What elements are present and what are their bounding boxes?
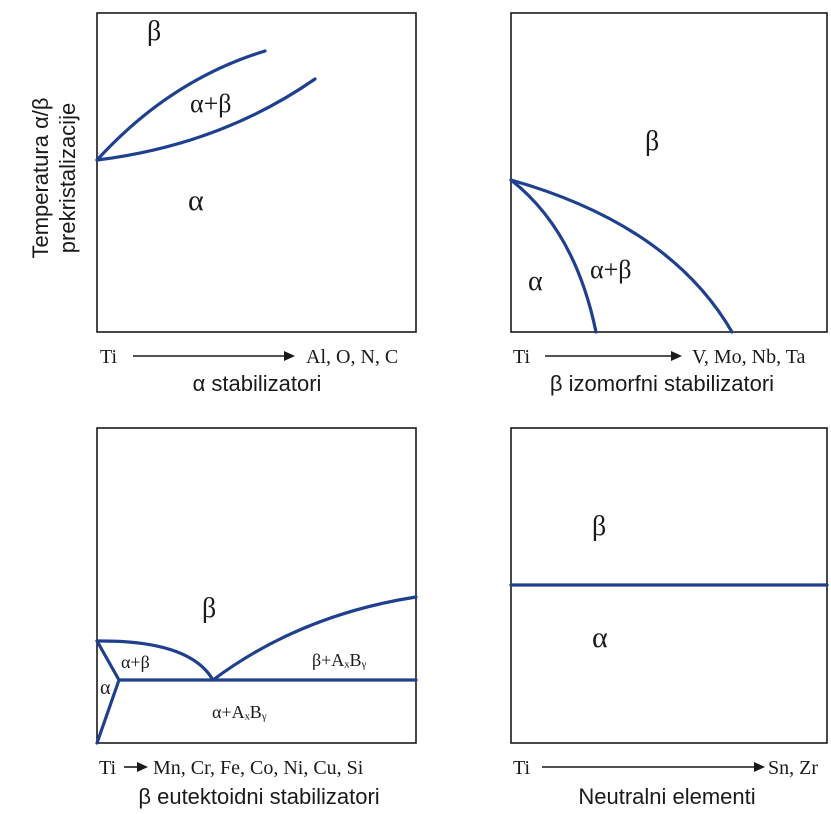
phase-label-beta: β (645, 126, 659, 157)
phase-label-beta-compound: β+AₓBᵧ (312, 650, 367, 671)
x-axis-start: Ti (100, 346, 118, 368)
phase-label-alpha-compound: α+AₓBᵧ (212, 702, 267, 723)
phase-label-alpha: α (188, 184, 204, 217)
phase-label-alpha-beta: α+β (121, 652, 150, 672)
beta-transus-curve (95, 49, 267, 162)
phase-label-beta: β (202, 593, 216, 624)
panel-caption: α stabilizatori (193, 371, 322, 396)
panel-caption: β izomorfni stabilizatori (550, 371, 774, 396)
panel-beta-eutectoid-stabilizers: β α+β α β+AₓBᵧ α+AₓBᵧ Ti Mn, Cr, Fe, Co,… (95, 427, 418, 809)
x-axis-end: Sn, Zr (768, 757, 818, 779)
panel-frame (96, 427, 417, 744)
arrow-head-icon (671, 351, 682, 361)
x-axis-end: V, Mo, Nb, Ta (692, 346, 806, 368)
x-axis-start: Ti (513, 346, 531, 368)
panel-caption: β eutektoidni stabilizatori (138, 784, 379, 809)
phase-label-alpha-beta: α+β (590, 255, 632, 284)
panel-neutral-elements: β α Ti Sn, Zr Neutralni elementi (509, 427, 829, 809)
phase-label-alpha: α (528, 266, 543, 297)
arrow-head-icon (754, 762, 765, 772)
arrow-head-icon (137, 762, 148, 772)
phase-label-alpha: α (100, 677, 111, 699)
x-axis-end: Al, O, N, C (306, 346, 398, 368)
y-axis-label-line1: Temperatura α/β (28, 97, 53, 258)
y-axis-label-line2: prekristalizacije (55, 103, 80, 253)
alpha-boundary-curve (95, 639, 121, 745)
panel-beta-isomorphous-stabilizers: β α α+β Ti V, Mo, Nb, Ta β izomorfni sta… (509, 12, 828, 396)
alpha-transus-curve (95, 77, 317, 162)
x-axis-end: Mn, Cr, Fe, Co, Ni, Cu, Si (153, 757, 364, 779)
beta-solvus-curve (211, 595, 418, 682)
x-axis-start: Ti (513, 757, 531, 779)
arrow-head-icon (284, 351, 295, 361)
alpha-transus-curve (509, 178, 598, 334)
phase-label-alpha: α (592, 621, 608, 654)
panel-caption: Neutralni elementi (578, 784, 755, 809)
panel-frame (96, 12, 417, 333)
beta-transus-curve (509, 178, 734, 334)
beta-transus-curve-left (95, 639, 215, 682)
phase-label-alpha-beta: α+β (190, 89, 232, 118)
phase-label-beta: β (147, 16, 161, 47)
x-axis-start: Ti (99, 757, 117, 779)
phase-label-beta: β (592, 511, 606, 542)
panel-alpha-stabilizers: β α+β α Ti Al, O, N, C α stabilizatori (95, 12, 417, 396)
panel-frame (510, 12, 828, 333)
